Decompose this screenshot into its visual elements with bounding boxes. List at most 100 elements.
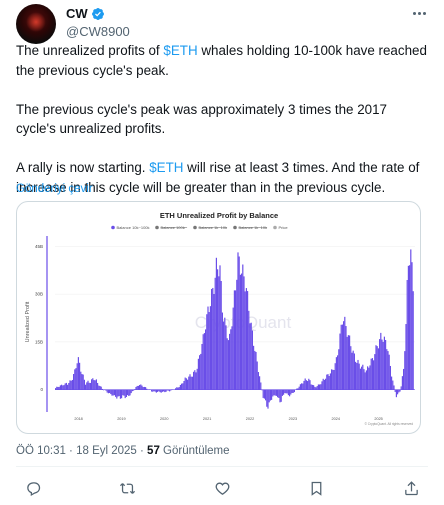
area-bar	[169, 389, 171, 392]
area-bar	[220, 280, 222, 390]
area-bar	[86, 382, 88, 390]
area-bar	[353, 353, 355, 390]
share-icon[interactable]	[402, 479, 420, 497]
area-bar	[409, 265, 411, 390]
area-bar	[139, 384, 141, 390]
area-bar	[323, 379, 325, 390]
area-bar	[170, 389, 172, 391]
area-bar	[158, 389, 160, 392]
y-tick-label: 15B	[35, 339, 43, 344]
retweet-icon[interactable]	[119, 479, 137, 497]
area-bar	[55, 388, 57, 390]
timestamp[interactable]: ÖÖ 10:31 · 18 Eyl 2025 ·	[16, 445, 148, 457]
area-bar	[160, 389, 162, 393]
area-bar	[152, 389, 154, 392]
like-icon[interactable]	[213, 479, 231, 497]
area-bar	[376, 346, 378, 390]
area-bar	[375, 345, 377, 390]
area-bar	[327, 374, 329, 390]
area-bar	[380, 332, 382, 390]
area-bar	[262, 389, 264, 398]
area-bar	[223, 321, 225, 390]
area-bar	[184, 377, 186, 390]
area-bar	[339, 333, 341, 390]
area-bar	[95, 379, 97, 390]
area-bar	[99, 386, 101, 390]
area-bar	[155, 389, 157, 393]
area-bar	[251, 330, 253, 390]
area-bar	[128, 389, 130, 397]
area-bar	[201, 343, 203, 390]
area-bar	[355, 361, 357, 390]
area-bar	[313, 385, 315, 390]
legend-marker	[111, 225, 115, 230]
chart-image[interactable]: ETH Unrealized Profit by Balance Balance…	[16, 201, 421, 434]
area-bar	[340, 324, 342, 390]
area-bar	[393, 385, 395, 390]
handle[interactable]: @CW8900	[66, 24, 130, 39]
area-bar	[325, 378, 327, 390]
area-bar	[182, 383, 184, 390]
area-bar	[411, 262, 413, 390]
area-bar	[100, 386, 102, 390]
area-bar	[221, 312, 223, 390]
area-bar	[263, 389, 265, 399]
area-bar	[71, 379, 73, 390]
area-bar	[163, 389, 165, 392]
more-options-icon[interactable]	[410, 6, 428, 20]
area-bar	[275, 389, 277, 396]
cashtag-eth-link[interactable]: $ETH	[149, 160, 184, 175]
display-name[interactable]: CW	[66, 6, 88, 21]
area-bar	[356, 363, 358, 390]
area-bar	[219, 265, 221, 390]
area-bar	[183, 381, 185, 390]
area-bar	[277, 389, 279, 398]
avatar[interactable]	[16, 4, 56, 44]
area-bar	[181, 383, 183, 390]
area-bar	[388, 354, 390, 390]
area-bar	[287, 389, 289, 396]
area-bar	[310, 384, 312, 390]
reply-icon[interactable]	[24, 479, 42, 497]
chart-ylabel: Unrealized Profit	[25, 301, 31, 342]
area-bar	[298, 386, 300, 390]
area-bar	[309, 380, 311, 390]
area-bar	[194, 370, 196, 390]
area-bar	[305, 380, 307, 390]
x-tick-label: 2021	[203, 417, 211, 421]
views-label: Görüntüleme	[159, 445, 230, 457]
area-bar	[359, 368, 361, 390]
area-bar	[358, 363, 360, 390]
area-bar	[303, 380, 305, 390]
area-bar	[373, 360, 375, 390]
area-bar	[215, 257, 217, 390]
area-bar	[176, 387, 178, 390]
area-bar	[107, 389, 109, 394]
legend-item: Balance 1k~10k	[239, 225, 268, 230]
area-bar	[304, 378, 306, 390]
x-tick-label: 2019	[117, 417, 125, 421]
area-bar	[311, 384, 313, 390]
area-bar	[329, 373, 331, 390]
area-bar	[341, 324, 343, 390]
area-bar	[79, 362, 81, 390]
area-bar	[250, 322, 252, 390]
translate-post-link[interactable]: Gönderiyi çevir	[16, 183, 93, 195]
area-bar	[116, 389, 118, 399]
area-bar	[239, 274, 241, 390]
bookmark-icon[interactable]	[308, 479, 326, 497]
area-bar	[248, 310, 250, 390]
area-bar	[315, 387, 317, 390]
area-bar	[249, 323, 251, 390]
area-bar	[227, 340, 229, 390]
area-bar	[268, 389, 270, 403]
area-bar	[271, 389, 273, 400]
area-bar	[167, 389, 169, 391]
area-bar	[381, 339, 383, 390]
area-bar	[247, 291, 249, 390]
area-bar	[316, 385, 318, 390]
cashtag-eth-link[interactable]: $ETH	[163, 43, 198, 58]
area-bar	[231, 326, 233, 390]
area-bar	[207, 306, 209, 390]
area-bar	[94, 380, 96, 390]
